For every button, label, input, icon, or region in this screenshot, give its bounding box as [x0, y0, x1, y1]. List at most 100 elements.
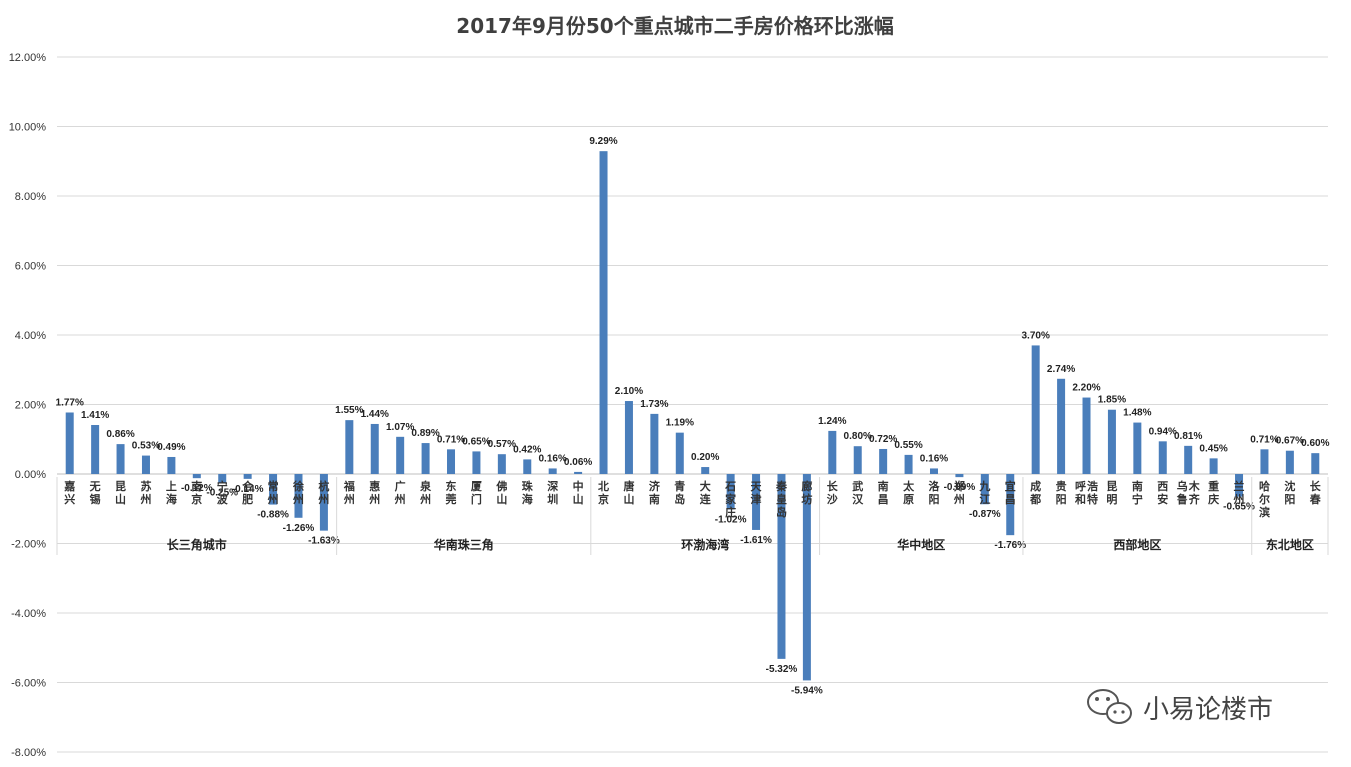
data-label: 0.42% — [513, 444, 541, 455]
bar — [1107, 409, 1116, 474]
bar — [777, 474, 786, 659]
data-label: -0.14% — [232, 484, 264, 495]
bar — [243, 474, 252, 479]
bar — [574, 471, 583, 474]
bar — [523, 459, 532, 474]
category-label: 宜昌 — [1005, 479, 1016, 506]
category-label: 嘉兴 — [63, 479, 75, 506]
category-label: 济南 — [649, 479, 661, 506]
y-tick-label: 10.00% — [9, 122, 47, 134]
data-label: 2.20% — [1072, 383, 1100, 394]
data-label: -1.61% — [740, 535, 772, 546]
bar — [116, 444, 125, 474]
category-label: 无锡 — [89, 480, 101, 506]
bar — [497, 454, 506, 474]
bar — [828, 430, 837, 474]
category-label: 厦门 — [471, 480, 483, 506]
data-label: 0.71% — [437, 434, 465, 445]
data-label: 1.55% — [335, 405, 363, 416]
category-label: 呼和浩特 — [1075, 479, 1098, 506]
bar — [624, 401, 633, 474]
category-label: 天津 — [751, 480, 763, 506]
data-label: 2.74% — [1047, 364, 1075, 375]
data-label: 1.44% — [361, 409, 389, 420]
y-tick-label: 4.00% — [15, 330, 46, 342]
category-label: 杭州 — [317, 479, 329, 506]
data-label: 0.60% — [1301, 438, 1329, 449]
bar — [65, 412, 74, 474]
category-label: 昆山 — [115, 480, 126, 506]
data-label: -1.26% — [283, 523, 315, 534]
bar — [141, 455, 150, 474]
data-label: 1.73% — [640, 399, 668, 410]
bar — [929, 468, 938, 474]
watermark: 小易论楼市 — [1087, 689, 1273, 725]
bar — [650, 413, 659, 474]
watermark-text: 小易论楼市 — [1143, 695, 1273, 725]
y-tick-label: -4.00% — [11, 608, 46, 620]
category-label: 贵阳 — [1056, 479, 1067, 506]
bar — [218, 474, 227, 483]
category-label: 昆明 — [1106, 480, 1117, 506]
category-label: 石家庄 — [724, 480, 737, 519]
category-label: 南昌 — [878, 479, 889, 506]
category-label: 郑州 — [953, 479, 965, 506]
category-label: 乌鲁木齐 — [1177, 479, 1201, 506]
category-label: 南宁 — [1132, 479, 1143, 506]
data-label: -1.02% — [715, 514, 747, 525]
bar — [701, 467, 710, 474]
data-label: 0.57% — [488, 439, 516, 450]
bar — [1184, 445, 1193, 474]
bar — [1311, 453, 1320, 474]
category-label: 泉州 — [419, 479, 432, 506]
data-label: -0.09% — [944, 482, 976, 493]
bar — [980, 474, 989, 505]
bars — [65, 151, 1320, 681]
category-label: 珠海 — [522, 479, 534, 506]
bar — [879, 448, 888, 474]
bar — [1133, 422, 1142, 474]
data-label: -0.88% — [257, 510, 289, 521]
bar — [1031, 345, 1040, 474]
bar — [726, 474, 735, 510]
bar — [904, 454, 913, 474]
data-label: -5.94% — [791, 685, 823, 696]
bar — [1006, 474, 1015, 536]
y-tick-label: -6.00% — [11, 678, 46, 690]
data-label: 1.07% — [386, 422, 414, 433]
data-label: 0.94% — [1149, 426, 1177, 437]
data-label: 0.89% — [411, 428, 439, 439]
data-label: 1.19% — [666, 418, 694, 429]
data-label: 0.67% — [1276, 436, 1304, 447]
data-label: 1.77% — [56, 397, 84, 408]
category-label: 重庆 — [1207, 479, 1219, 506]
data-label: 0.86% — [106, 429, 134, 440]
category-label: 深圳 — [547, 479, 558, 506]
category-label: 合肥 — [242, 479, 254, 506]
data-label: 0.55% — [894, 440, 922, 451]
bar — [91, 425, 100, 474]
category-label: 广州 — [394, 479, 406, 506]
bar — [319, 474, 328, 531]
bar — [345, 420, 354, 474]
category-label: 沈阳 — [1284, 479, 1295, 506]
category-label: 惠州 — [368, 479, 380, 506]
bar — [167, 456, 176, 474]
bar — [472, 451, 481, 474]
category-label: 南京 — [191, 479, 202, 506]
group-label: 环渤海湾 — [681, 537, 729, 552]
group-label: 华中地区 — [897, 537, 945, 552]
group-label: 东北地区 — [1266, 537, 1314, 552]
bar — [1235, 474, 1244, 497]
data-label: 0.53% — [132, 441, 160, 452]
bar — [1158, 441, 1167, 474]
data-label: 0.81% — [1174, 431, 1202, 442]
category-label: 常州 — [267, 479, 279, 506]
category-label: 大连 — [700, 479, 712, 506]
category-label: 廊坊 — [801, 479, 812, 506]
data-label: 3.70% — [1021, 330, 1049, 341]
y-axis-tick-labels: 12.00% 10.00% 8.00% 6.00% 4.00% 2.00% 0.00% -2.… — [9, 52, 47, 759]
data-label: 0.72% — [869, 434, 897, 445]
